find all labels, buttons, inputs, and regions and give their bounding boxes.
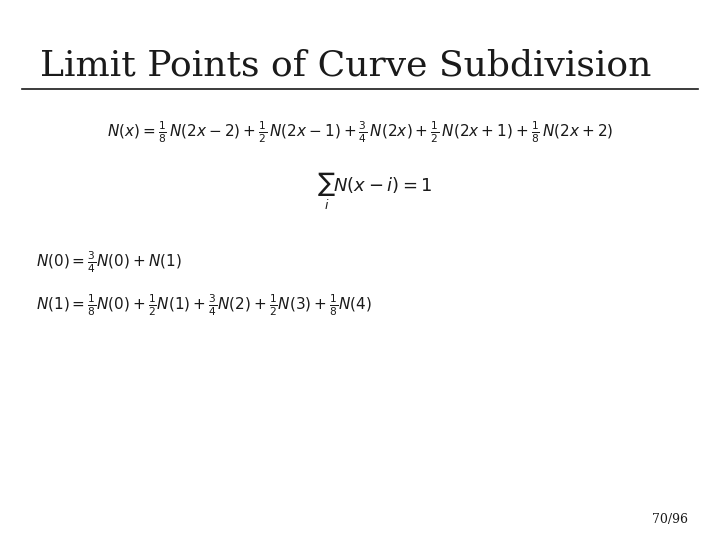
Text: $N(x) = \frac{1}{8}\,N(2x-2)+\frac{1}{2}\,N(2x-1)+\frac{3}{4}\,N(2x)+\frac{1}{2}: $N(x) = \frac{1}{8}\,N(2x-2)+\frac{1}{2}… [107, 119, 613, 145]
Text: $N(0)=\frac{3}{4}N(0)+N(1)$: $N(0)=\frac{3}{4}N(0)+N(1)$ [36, 249, 181, 275]
Text: 70/96: 70/96 [652, 514, 688, 526]
Text: Limit Points of Curve Subdivision: Limit Points of Curve Subdivision [40, 49, 651, 83]
Text: $\sum_i N(x-i)=1$: $\sum_i N(x-i)=1$ [317, 171, 432, 212]
Text: $N(1)=\frac{1}{8}N(0)+\frac{1}{2}N(1)+\frac{3}{4}N(2)+\frac{1}{2}N(3)+\frac{1}{8: $N(1)=\frac{1}{8}N(0)+\frac{1}{2}N(1)+\f… [36, 292, 372, 318]
